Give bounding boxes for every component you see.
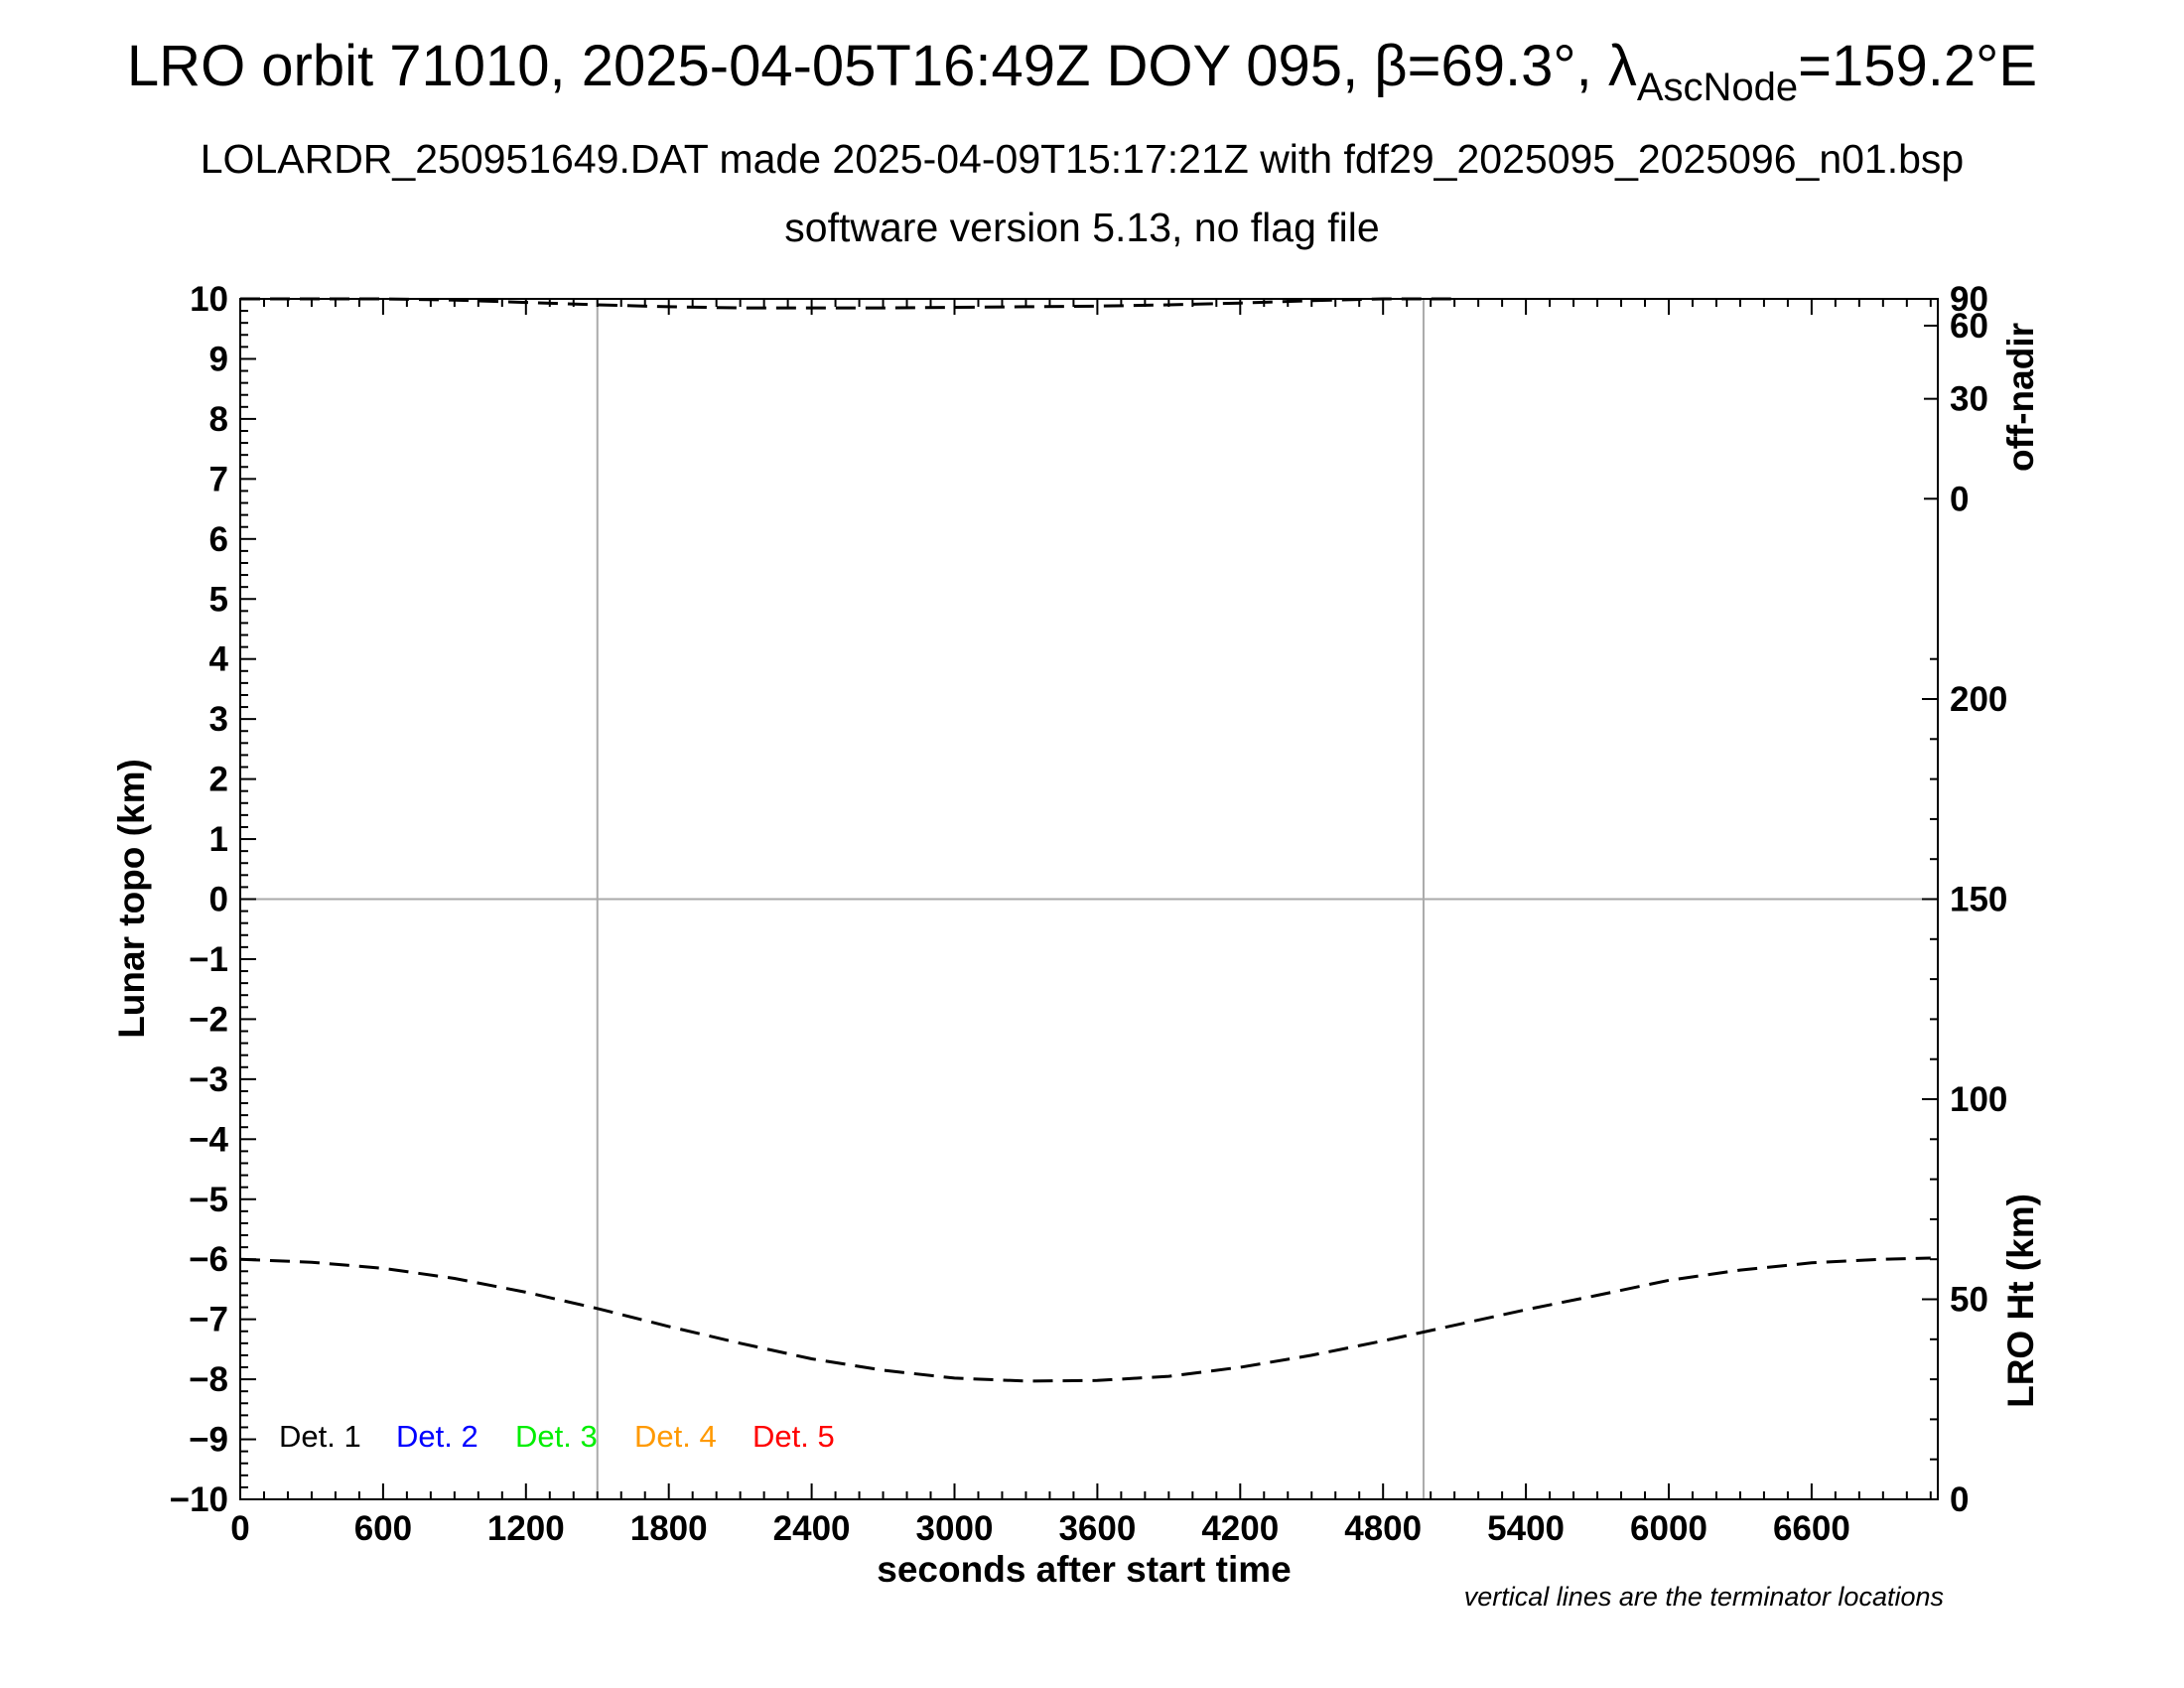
y-tick-label: 1 bbox=[209, 820, 228, 859]
chart-subtitle-2: software version 5.13, no flag file bbox=[784, 205, 1379, 250]
off-nadir-tick-label: 90 bbox=[1950, 280, 1988, 319]
y-tick-label: 3 bbox=[209, 700, 228, 739]
x-tick-label: 4200 bbox=[1201, 1509, 1279, 1548]
y-tick-label: 4 bbox=[209, 640, 229, 679]
x-tick-label: 600 bbox=[354, 1509, 412, 1548]
x-tick-label: 5400 bbox=[1487, 1509, 1565, 1548]
y-tick-label: −7 bbox=[189, 1301, 228, 1339]
off-nadir-tick-label: 0 bbox=[1950, 480, 1969, 518]
y-tick-label: −5 bbox=[189, 1181, 228, 1219]
off-nadir-tick-label: 60 bbox=[1950, 307, 1988, 346]
y-tick-label: −4 bbox=[189, 1120, 228, 1159]
y-tick-label: 5 bbox=[209, 580, 228, 619]
x-tick-label: 3000 bbox=[916, 1509, 994, 1548]
lro-ht-tick-label: 50 bbox=[1950, 1281, 1988, 1320]
y-tick-label: 2 bbox=[209, 761, 228, 799]
x-tick-label: 0 bbox=[230, 1509, 249, 1548]
x-tick-label: 6600 bbox=[1773, 1509, 1850, 1548]
y-axis-title: Lunar topo (km) bbox=[111, 759, 152, 1039]
x-tick-label: 6000 bbox=[1630, 1509, 1707, 1548]
lro-ht-tick-label: 100 bbox=[1950, 1080, 2007, 1119]
chart-title: LRO orbit 71010, 2025-04-05T16:49Z DOY 0… bbox=[127, 34, 2037, 109]
y-tick-label: −6 bbox=[189, 1240, 228, 1279]
legend-entry-det-5: Det. 5 bbox=[752, 1419, 835, 1454]
y-tick-label: 0 bbox=[209, 881, 228, 919]
series-line-off-nadir bbox=[240, 297, 1455, 310]
y-tick-label: 9 bbox=[209, 340, 228, 378]
x-tick-label: 1200 bbox=[487, 1509, 565, 1548]
y-tick-label: −1 bbox=[189, 940, 228, 979]
lro-ht-tick-label: 200 bbox=[1950, 680, 2007, 719]
y-tick-label: −8 bbox=[189, 1360, 228, 1399]
legend-entry-det-1: Det. 1 bbox=[279, 1419, 361, 1454]
y-tick-label: 10 bbox=[190, 280, 228, 319]
off-nadir-tick-label: 30 bbox=[1950, 380, 1988, 419]
legend-entry-det-2: Det. 2 bbox=[396, 1419, 478, 1454]
y-tick-label: 6 bbox=[209, 520, 228, 559]
legend-entry-det-3: Det. 3 bbox=[515, 1419, 598, 1454]
plot-area: 0 600 1200 1800 2400 3000 3600 4200 4800 5400 6000… bbox=[170, 280, 2008, 1548]
x-tick-label: 4800 bbox=[1344, 1509, 1422, 1548]
y-tick-label: −10 bbox=[170, 1480, 228, 1519]
x-tick-label: 2400 bbox=[773, 1509, 851, 1548]
x-tick-label: 3600 bbox=[1058, 1509, 1136, 1548]
y-tick-label: 7 bbox=[209, 460, 228, 498]
right-axis-title-bottom: LRO Ht (km) bbox=[2000, 1194, 2041, 1408]
terminator-note: vertical lines are the terminator locati… bbox=[1464, 1582, 1944, 1612]
lro-ht-tick-label: 0 bbox=[1950, 1480, 1969, 1519]
y-tick-label: 8 bbox=[209, 400, 228, 439]
y-tick-label: −2 bbox=[189, 1000, 228, 1039]
right-axis-title-top: off-nadir bbox=[2000, 323, 2041, 472]
y-tick-label: −9 bbox=[189, 1421, 228, 1460]
x-tick-label: 1800 bbox=[630, 1509, 708, 1548]
legend-entry-det-4: Det. 4 bbox=[634, 1419, 717, 1454]
y-tick-label: −3 bbox=[189, 1060, 228, 1099]
x-axis-title: seconds after start time bbox=[877, 1549, 1291, 1590]
chart-subtitle: LOLARDR_250951649.DAT made 2025-04-09T15… bbox=[201, 136, 1964, 182]
series-line-lro-ht bbox=[239, 1256, 1931, 1383]
lro-ht-tick-label: 150 bbox=[1950, 881, 2007, 919]
